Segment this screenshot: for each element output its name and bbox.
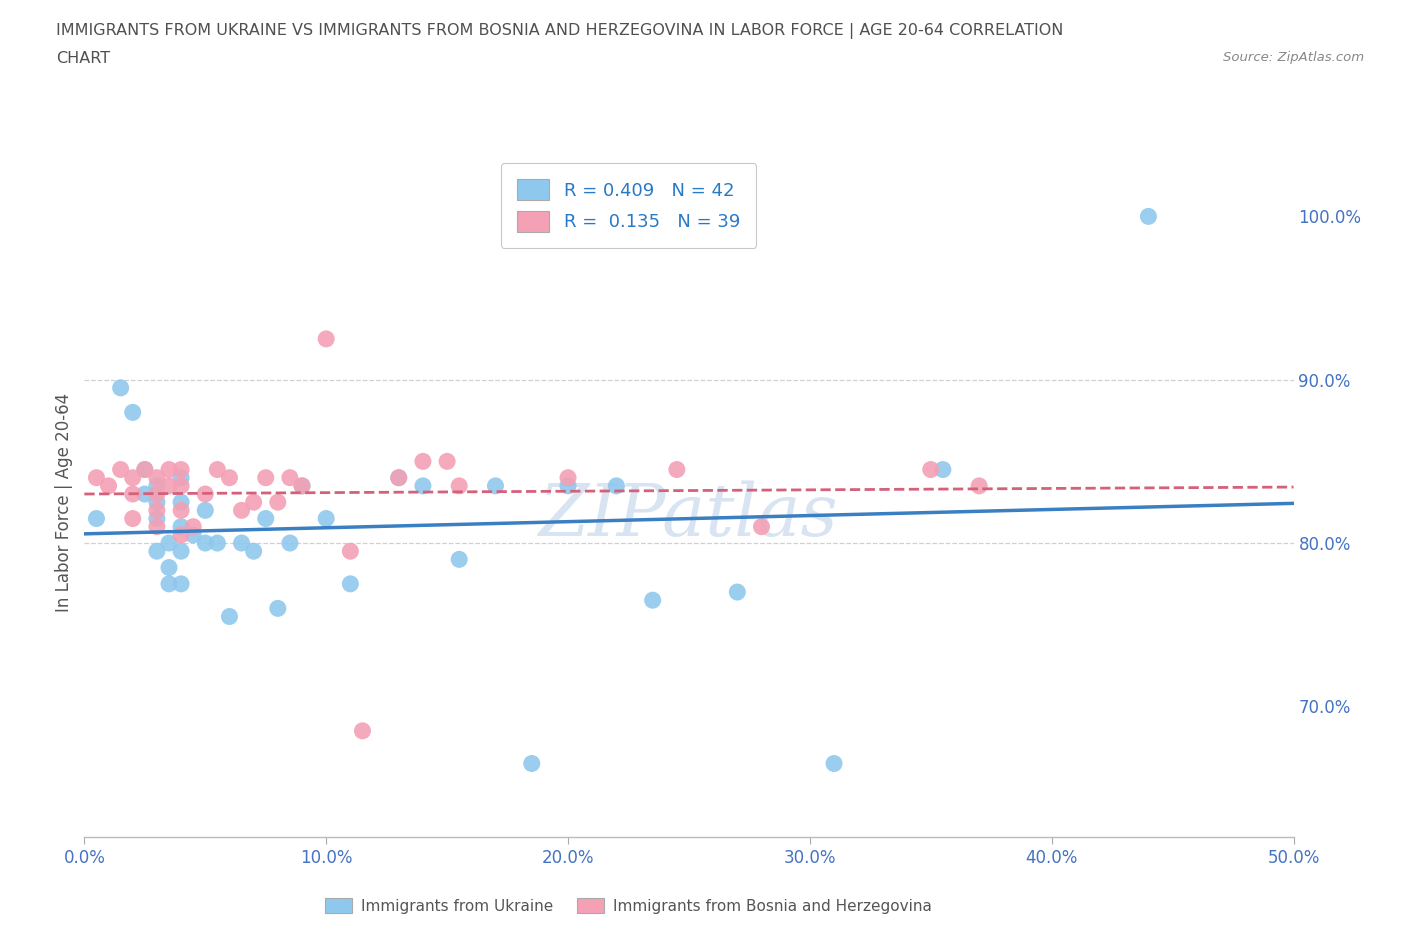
Point (146, 471, 169, 485)
Point (254, 471, 277, 485)
Point (267, 495, 290, 510)
Point (315, 512, 337, 526)
Point (932, 462, 955, 477)
Point (146, 503, 169, 518)
Point (254, 512, 277, 526)
Point (181, 527, 204, 542)
Point (170, 577, 193, 591)
Point (170, 471, 193, 485)
Point (751, 519, 773, 534)
Point (218, 471, 240, 485)
Point (146, 512, 169, 526)
Point (110, 380, 132, 395)
Legend: Immigrants from Ukraine, Immigrants from Bosnia and Herzegovina: Immigrants from Ukraine, Immigrants from… (319, 892, 938, 920)
Point (388, 471, 411, 485)
Point (121, 512, 143, 526)
Point (484, 478, 506, 493)
Point (86, 471, 108, 485)
Point (242, 544, 264, 559)
Point (641, 592, 664, 607)
Point (181, 519, 204, 534)
Point (352, 724, 374, 738)
Point (291, 478, 314, 493)
Point (605, 478, 627, 493)
Point (267, 601, 290, 616)
Point (194, 486, 217, 501)
Point (194, 536, 217, 551)
Point (231, 536, 253, 551)
Point (134, 462, 156, 477)
Point (339, 544, 361, 559)
Point (157, 462, 180, 477)
Point (121, 471, 143, 485)
Point (134, 486, 156, 501)
Point (134, 462, 156, 477)
Point (157, 577, 180, 591)
Point (725, 585, 748, 600)
Point (146, 544, 169, 559)
Point (170, 544, 193, 559)
Point (557, 471, 579, 485)
Point (170, 519, 193, 534)
Point (207, 462, 229, 477)
Point (449, 551, 471, 566)
Point (242, 495, 264, 510)
Point (665, 462, 688, 477)
Point (436, 454, 458, 469)
Point (278, 536, 301, 551)
Point (218, 609, 240, 624)
Point (170, 478, 193, 493)
Point (121, 405, 143, 419)
Point (449, 478, 471, 493)
Point (920, 462, 942, 477)
Point (278, 471, 301, 485)
Text: CHART: CHART (56, 51, 110, 66)
Text: ZIPatlas: ZIPatlas (538, 480, 839, 551)
Point (146, 519, 169, 534)
Point (315, 331, 337, 346)
Text: Source: ZipAtlas.com: Source: ZipAtlas.com (1223, 51, 1364, 64)
Point (110, 462, 132, 477)
Point (194, 503, 217, 518)
Text: IMMIGRANTS FROM UKRAINE VS IMMIGRANTS FROM BOSNIA AND HERZEGOVINA IN LABOR FORCE: IMMIGRANTS FROM UKRAINE VS IMMIGRANTS FR… (56, 23, 1063, 39)
Point (388, 471, 411, 485)
Point (1137, 209, 1160, 224)
Point (157, 478, 180, 493)
Point (967, 478, 990, 493)
Y-axis label: In Labor Force | Age 20-64: In Labor Force | Age 20-64 (55, 392, 73, 612)
Point (170, 503, 193, 518)
Point (157, 560, 180, 575)
Point (170, 527, 193, 542)
Point (412, 478, 434, 493)
Point (146, 478, 169, 493)
Point (146, 495, 169, 510)
Point (823, 756, 845, 771)
Point (207, 536, 229, 551)
Point (170, 495, 193, 510)
Point (339, 577, 361, 591)
Point (170, 462, 193, 477)
Point (146, 486, 169, 501)
Point (291, 478, 314, 493)
Point (121, 486, 143, 501)
Point (520, 756, 543, 771)
Point (157, 536, 180, 551)
Point (412, 454, 434, 469)
Point (97, 478, 120, 493)
Point (86, 512, 108, 526)
Point (231, 503, 253, 518)
Point (557, 478, 579, 493)
